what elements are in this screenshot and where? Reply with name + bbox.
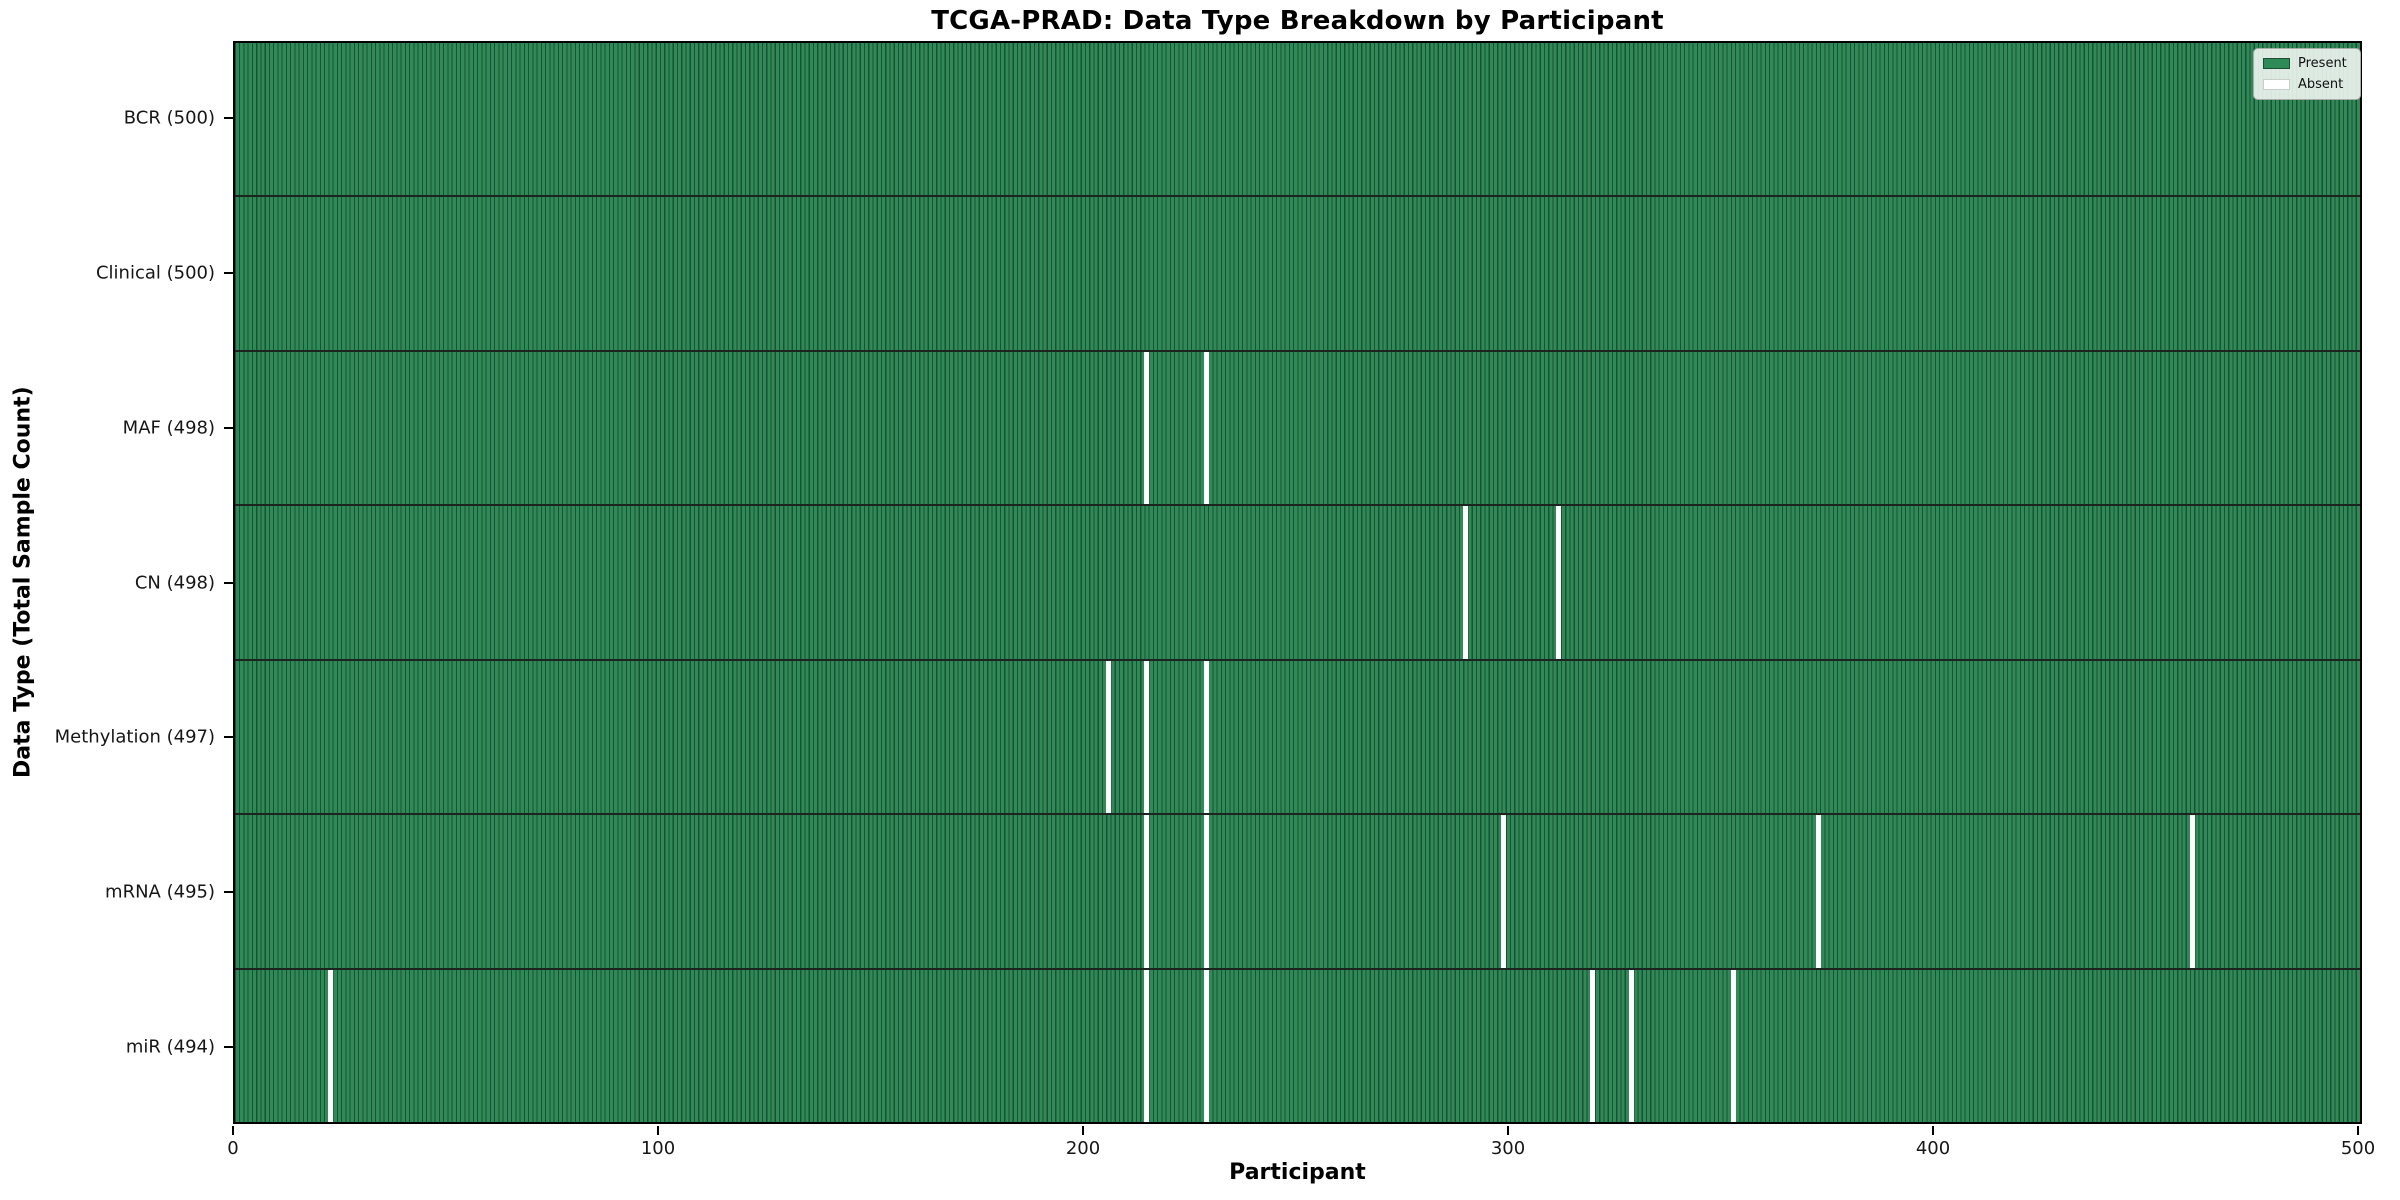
y-tick-label-mRNA: mRNA (495): [105, 881, 215, 903]
y-tick-mark-miR: [224, 1045, 233, 1048]
absent-bar-CN-289: [1462, 506, 1468, 659]
absent-bar-miR-319: [1590, 969, 1596, 1122]
x-tick-label-500: 500: [2340, 1138, 2376, 1159]
y-tick-mark-mRNA: [224, 890, 233, 893]
x-tick-mark-100: [657, 1126, 659, 1135]
y-tick-label-miR: miR (494): [125, 1036, 215, 1058]
absent-bar-mRNA-372: [1815, 815, 1821, 968]
plot-area: [233, 41, 2362, 1124]
absent-bar-miR-328: [1628, 969, 1634, 1122]
absent-swatch-icon: [2263, 79, 2290, 90]
x-tick-mark-200: [1082, 1126, 1084, 1135]
x-tick-mark-500: [2357, 1126, 2359, 1135]
absent-bar-mRNA-214: [1144, 815, 1150, 968]
row-miR: [235, 969, 2360, 1122]
row-Methylation: [235, 660, 2360, 816]
absent-bar-Methylation-228: [1203, 660, 1209, 814]
x-tick-mark-400: [1932, 1126, 1934, 1135]
x-tick-mark-300: [1507, 1126, 1509, 1135]
row-BCR: [235, 43, 2360, 198]
chart-title: TCGA-PRAD: Data Type Breakdown by Partic…: [931, 6, 1664, 36]
absent-bar-miR-352: [1730, 969, 1736, 1122]
legend-entry-present: Present: [2263, 56, 2351, 71]
legend-label-present: Present: [2298, 56, 2347, 71]
y-tick-mark-CN: [224, 581, 233, 584]
row-Clinical: [235, 197, 2360, 352]
row-CN: [235, 506, 2360, 661]
x-tick-label-300: 300: [1490, 1138, 1526, 1159]
absent-bar-MAF-214: [1144, 351, 1150, 505]
y-tick-label-Methylation: Methylation (497): [54, 726, 215, 748]
absent-bar-mRNA-298: [1501, 815, 1507, 968]
x-axis: 0 100 200 300 400 500: [227, 1124, 2375, 1164]
legend-label-absent: Absent: [2298, 77, 2344, 92]
y-tick-label-CN: CN (498): [134, 572, 215, 593]
x-tick-label-100: 100: [640, 1138, 676, 1159]
y-tick-mark-MAF: [224, 426, 233, 429]
y-tick-label-BCR: BCR (500): [123, 107, 215, 129]
legend-entry-absent: Absent: [2263, 77, 2351, 92]
absent-bar-miR-214: [1144, 969, 1150, 1122]
y-tick-label-Clinical: Clinical (500): [95, 262, 215, 284]
x-tick-label-400: 400: [1915, 1138, 1951, 1159]
absent-bar-Methylation-214: [1144, 660, 1150, 814]
absent-bar-mRNA-228: [1203, 815, 1209, 968]
y-tick-label-MAF: MAF (498): [122, 417, 215, 439]
absent-bar-miR-22: [328, 969, 334, 1122]
absent-bar-mRNA-460: [2189, 815, 2195, 968]
x-tick-label-0: 0: [227, 1138, 239, 1159]
x-tick-mark-0: [232, 1126, 234, 1135]
row-MAF: [235, 351, 2360, 507]
present-swatch-icon: [2263, 58, 2290, 69]
legend: Present Absent: [2253, 48, 2361, 100]
y-tick-mark-Methylation: [224, 736, 233, 739]
absent-bar-Methylation-205: [1105, 660, 1111, 814]
y-tick-mark-BCR: [224, 117, 233, 120]
y-axis: BCR (500) Clinical (500) MAF (498) CN (498)…: [0, 41, 233, 1124]
x-axis-label: Participant: [1229, 1160, 1366, 1185]
absent-bar-CN-311: [1556, 506, 1562, 659]
x-tick-label-200: 200: [1065, 1138, 1101, 1159]
absent-bar-MAF-228: [1203, 351, 1209, 505]
row-mRNA: [235, 815, 2360, 970]
y-tick-mark-Clinical: [224, 272, 233, 275]
absent-bar-miR-228: [1203, 969, 1209, 1122]
